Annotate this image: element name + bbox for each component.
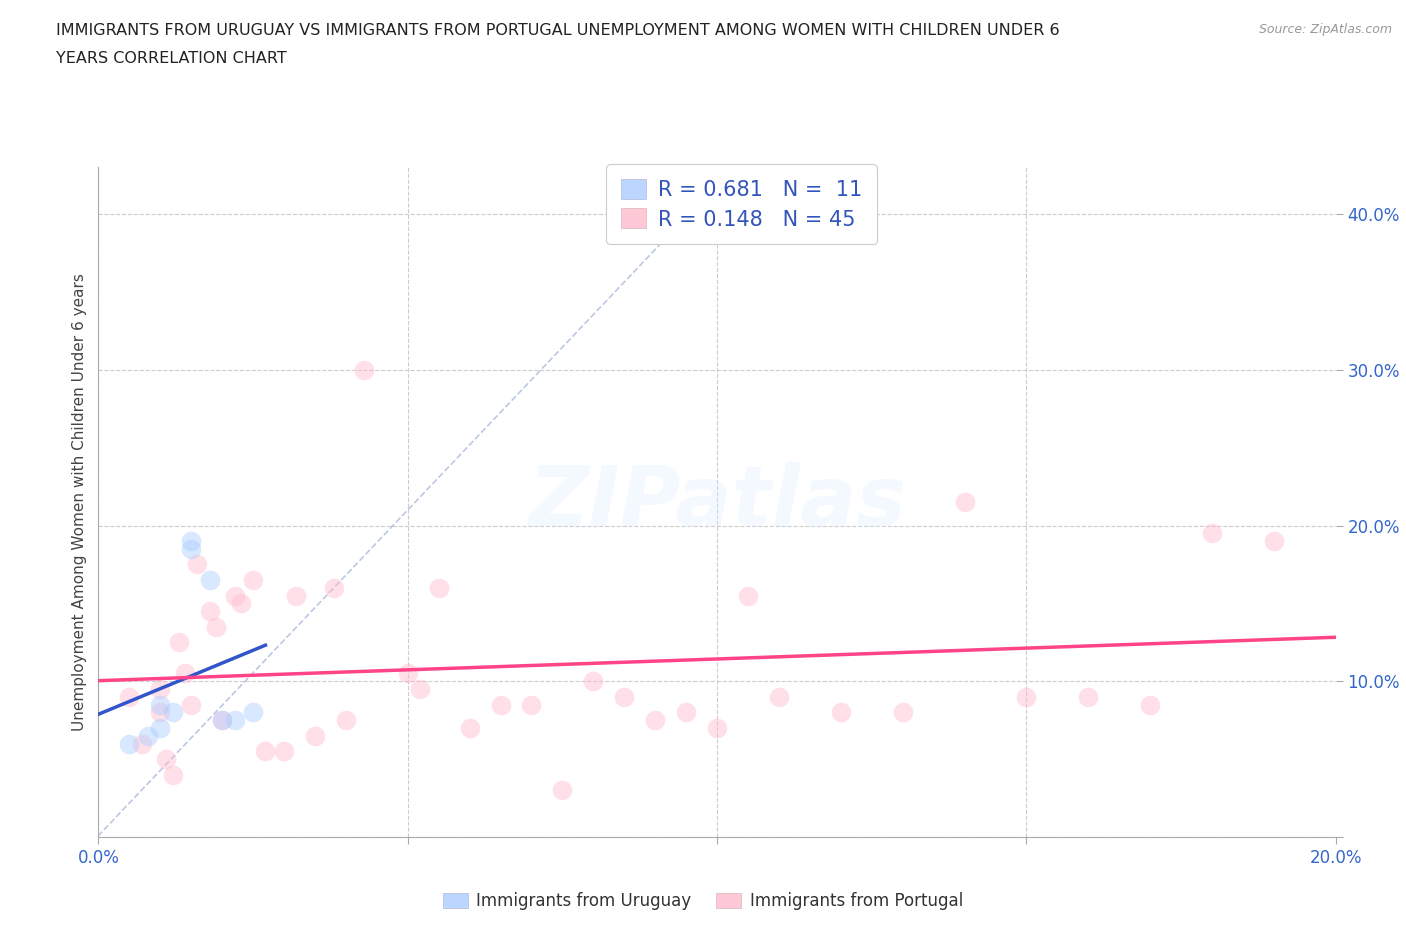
Point — [1015, 689, 1038, 704]
Point — [149, 721, 172, 736]
Point — [149, 705, 172, 720]
Text: YEARS CORRELATION CHART: YEARS CORRELATION CHART — [56, 51, 287, 66]
Point — [224, 588, 246, 603]
Point — [242, 573, 264, 588]
Point — [613, 689, 636, 704]
Point — [1077, 689, 1099, 704]
Point — [768, 689, 790, 704]
Text: ZIPatlas: ZIPatlas — [529, 461, 905, 543]
Point — [186, 557, 208, 572]
Point — [706, 721, 728, 736]
Point — [198, 573, 221, 588]
Legend: R = 0.681   N =  11, R = 0.148   N = 45: R = 0.681 N = 11, R = 0.148 N = 45 — [606, 165, 877, 244]
Point — [180, 698, 202, 712]
Point — [830, 705, 852, 720]
Point — [242, 705, 264, 720]
Point — [224, 712, 246, 727]
Point — [322, 580, 344, 595]
Point — [180, 534, 202, 549]
Point — [167, 635, 190, 650]
Point — [118, 689, 141, 704]
Point — [953, 495, 976, 510]
Point — [489, 698, 512, 712]
Point — [551, 783, 574, 798]
Point — [198, 604, 221, 618]
Point — [675, 705, 697, 720]
Point — [1139, 698, 1161, 712]
Point — [211, 712, 233, 727]
Point — [520, 698, 543, 712]
Point — [162, 767, 184, 782]
Point — [211, 712, 233, 727]
Text: Source: ZipAtlas.com: Source: ZipAtlas.com — [1258, 23, 1392, 36]
Point — [304, 728, 326, 743]
Point — [582, 674, 605, 689]
Point — [396, 666, 419, 681]
Point — [180, 541, 202, 556]
Point — [409, 682, 432, 697]
Point — [136, 728, 159, 743]
Legend: Immigrants from Uruguay, Immigrants from Portugal: Immigrants from Uruguay, Immigrants from… — [436, 885, 970, 917]
Point — [254, 744, 277, 759]
Point — [174, 666, 197, 681]
Point — [353, 363, 375, 378]
Point — [229, 596, 252, 611]
Point — [891, 705, 914, 720]
Point — [335, 712, 357, 727]
Point — [149, 682, 172, 697]
Y-axis label: Unemployment Among Women with Children Under 6 years: Unemployment Among Women with Children U… — [72, 273, 87, 731]
Point — [205, 619, 228, 634]
Point — [644, 712, 666, 727]
Point — [285, 588, 308, 603]
Point — [155, 751, 177, 766]
Point — [737, 588, 759, 603]
Point — [131, 737, 153, 751]
Point — [149, 698, 172, 712]
Point — [1263, 534, 1285, 549]
Text: IMMIGRANTS FROM URUGUAY VS IMMIGRANTS FROM PORTUGAL UNEMPLOYMENT AMONG WOMEN WIT: IMMIGRANTS FROM URUGUAY VS IMMIGRANTS FR… — [56, 23, 1060, 38]
Point — [427, 580, 450, 595]
Point — [118, 737, 141, 751]
Point — [1201, 525, 1223, 540]
Point — [458, 721, 481, 736]
Point — [273, 744, 295, 759]
Point — [162, 705, 184, 720]
